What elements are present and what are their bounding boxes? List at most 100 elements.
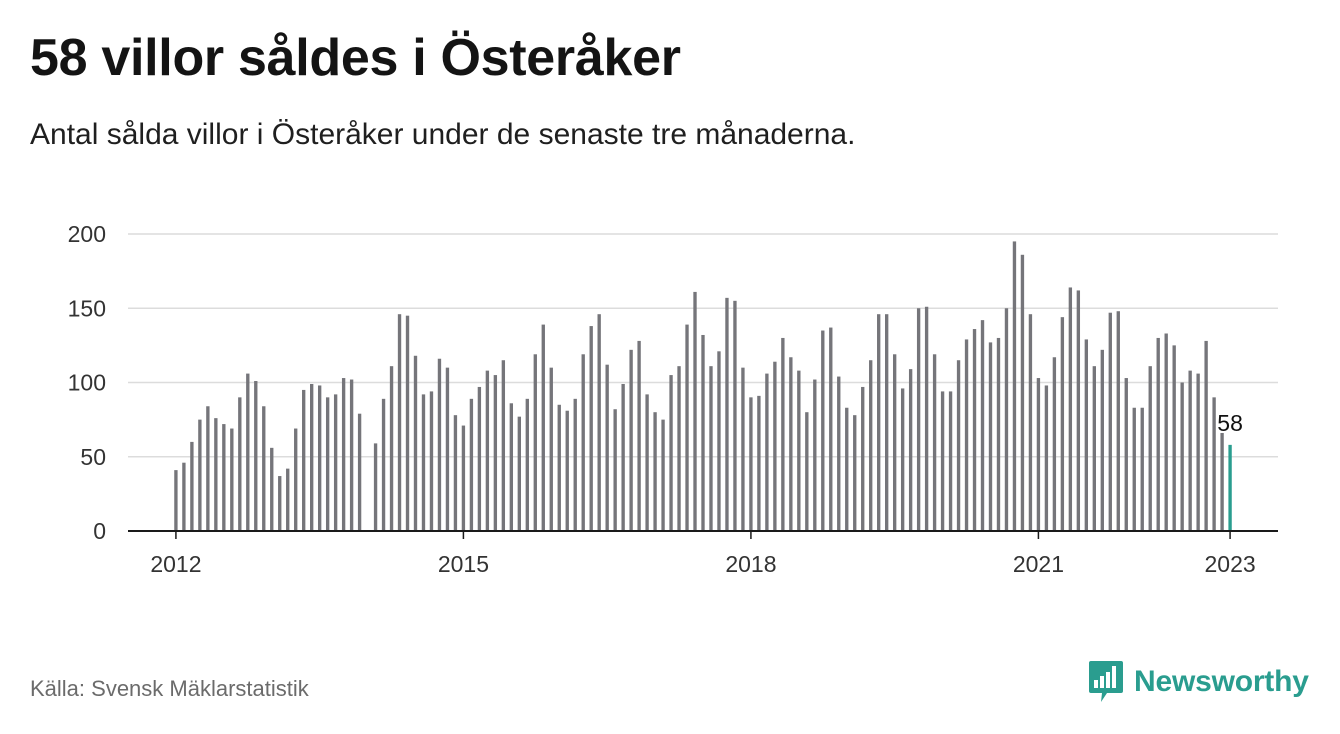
- bars: [174, 241, 1232, 532]
- bar: [541, 324, 545, 531]
- bar: [605, 364, 609, 531]
- bar: [853, 415, 857, 531]
- bar: [757, 395, 761, 531]
- bar: [813, 379, 817, 531]
- bar: [270, 447, 274, 531]
- bar: [1212, 397, 1216, 531]
- bar: [645, 394, 649, 531]
- bar: [1140, 407, 1144, 531]
- y-axis-labels: 0 50 100 150 200: [68, 221, 106, 544]
- bar: [637, 340, 641, 531]
- bar: [429, 391, 434, 531]
- bar: [317, 385, 322, 531]
- bar: [190, 441, 194, 531]
- newsworthy-logo-icon: [1089, 661, 1123, 702]
- bar: [493, 375, 498, 531]
- bar: [956, 360, 961, 531]
- bar-chart: 0 50 100 150 200 2012 2015 2018 2021 2023 58: [68, 221, 1278, 577]
- bar: [246, 373, 250, 531]
- bar: [517, 416, 521, 531]
- bar: [653, 412, 657, 531]
- bar: [573, 398, 577, 531]
- bar: [1188, 370, 1192, 531]
- bar: [341, 378, 346, 531]
- bar: [996, 337, 1001, 531]
- bar: [789, 357, 793, 531]
- bar: [1012, 241, 1017, 532]
- bar: [238, 397, 242, 531]
- bar: [693, 291, 697, 531]
- bar: [797, 370, 801, 531]
- bar: [1044, 385, 1049, 531]
- bar: [1100, 349, 1104, 531]
- bar: [525, 398, 529, 531]
- bar: [182, 462, 186, 531]
- bar: [509, 403, 514, 531]
- bar: [1020, 254, 1025, 531]
- chart-subtitle: Antal sålda villor i Österåker under de …: [30, 118, 856, 151]
- bar: [733, 300, 737, 531]
- y-tick-label-50: 50: [80, 444, 106, 470]
- bar: [900, 388, 905, 531]
- bar: [565, 410, 569, 531]
- bar: [749, 397, 753, 531]
- bar: [613, 409, 617, 531]
- bar: [174, 470, 178, 531]
- bar: [405, 315, 410, 531]
- bar: [445, 367, 450, 531]
- bar: [381, 398, 386, 531]
- brand-name: Newsworthy: [1134, 665, 1309, 698]
- bar: [908, 369, 913, 531]
- bar: [709, 366, 713, 531]
- bar: [589, 326, 593, 531]
- bar: [453, 415, 458, 531]
- bar: [821, 330, 825, 531]
- bar: [773, 361, 777, 531]
- bar: [837, 376, 841, 531]
- bar: [877, 314, 881, 531]
- bar: [717, 351, 721, 531]
- bar: [1092, 366, 1096, 531]
- bar: [222, 424, 226, 531]
- bar: [302, 389, 306, 531]
- bar: [533, 354, 537, 531]
- bar: [924, 306, 929, 531]
- bar: [1052, 357, 1057, 531]
- x-tick-label-2021: 2021: [1013, 551, 1064, 577]
- x-tick-label-2015: 2015: [438, 551, 489, 577]
- bar: [869, 360, 873, 531]
- x-axis-labels: 2012 2015 2018 2021 2023: [150, 551, 1255, 577]
- bar: [597, 314, 601, 531]
- bar: [1180, 382, 1184, 531]
- bar: [557, 404, 561, 531]
- bar: [469, 398, 474, 531]
- bar: [477, 386, 482, 531]
- bar: [349, 379, 354, 531]
- bar: [629, 349, 633, 531]
- y-tick-label-0: 0: [93, 518, 106, 544]
- bar: [861, 386, 865, 531]
- bar: [1172, 345, 1176, 531]
- bar: [1220, 432, 1224, 531]
- bar: [1068, 287, 1073, 531]
- bar: [230, 428, 234, 531]
- bar: [421, 394, 426, 531]
- bar: [413, 355, 418, 531]
- bar-highlight: [1228, 444, 1232, 531]
- bar: [621, 383, 625, 531]
- bar: [669, 375, 673, 531]
- x-tick-label-2012: 2012: [150, 551, 201, 577]
- bar: [1204, 340, 1208, 531]
- bar: [916, 308, 921, 531]
- bar: [357, 413, 362, 531]
- bar: [940, 391, 945, 531]
- bar: [294, 428, 298, 531]
- bar: [389, 366, 394, 531]
- y-tick-label-150: 150: [68, 295, 106, 321]
- bar: [437, 358, 442, 531]
- bar: [549, 367, 553, 531]
- bar: [932, 354, 937, 531]
- bar: [333, 394, 338, 531]
- bar: [988, 342, 993, 531]
- bar: [1108, 312, 1112, 531]
